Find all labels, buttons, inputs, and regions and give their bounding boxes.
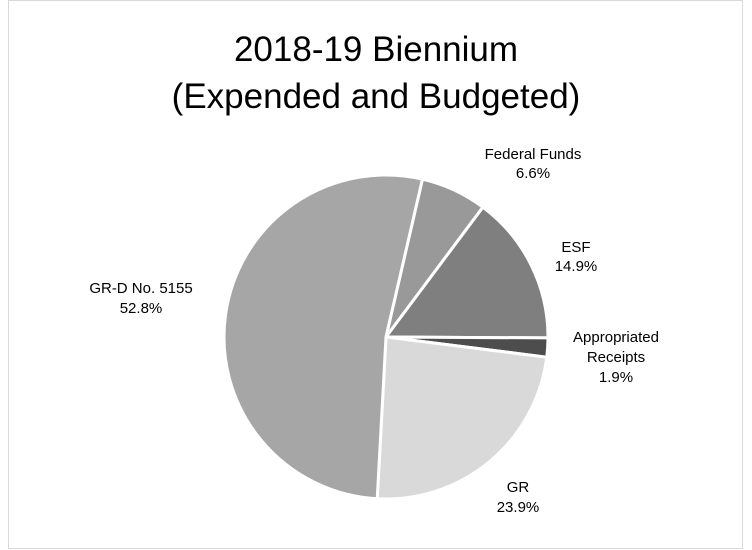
slice-label-federal-funds: Federal Funds xyxy=(485,146,582,163)
pie-slices xyxy=(222,173,550,501)
pie-slice-gr-d-no-5155 xyxy=(222,173,424,501)
slice-value-gr-d-no-5155: 52.8% xyxy=(120,300,163,317)
slice-label-esf: ESF xyxy=(561,239,590,256)
slice-label-appropriated-receipts-line2: Receipts xyxy=(587,349,645,366)
pie-slice-esf xyxy=(384,205,550,340)
slice-value-esf: 14.9% xyxy=(555,258,598,275)
slice-label-gr-d-no-5155: GR-D No. 5155 xyxy=(89,280,192,297)
chart-title-line-1: 2018-19 Biennium xyxy=(233,30,519,69)
chart-title-line-2: (Expended and Budgeted) xyxy=(171,77,581,116)
slice-label-appropriated-receipts-line1: Appropriated xyxy=(573,329,659,346)
slice-value-federal-funds: 6.6% xyxy=(516,165,550,182)
slice-value-appropriated-receipts: 1.9% xyxy=(599,369,633,386)
slice-value-gr: 23.9% xyxy=(497,499,540,516)
slice-label-gr: GR xyxy=(507,479,530,496)
pie-slice-gr xyxy=(375,335,549,501)
